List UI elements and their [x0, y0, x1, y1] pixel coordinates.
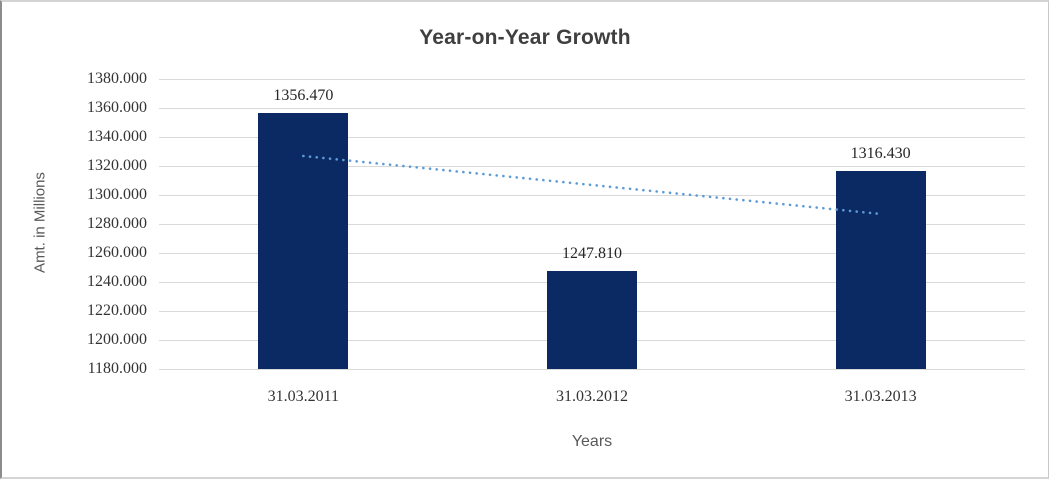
y-tick-label: 1260.000 [87, 244, 147, 261]
gridline [159, 369, 1025, 370]
gridline [159, 224, 1025, 225]
bar-data-label: 1356.470 [273, 87, 334, 105]
bar [835, 171, 926, 369]
y-tick-label: 1340.000 [87, 128, 147, 145]
bar [258, 113, 349, 369]
y-tick-label: 1320.000 [87, 157, 147, 174]
bar [547, 270, 637, 369]
gridline [159, 137, 1025, 138]
y-tick-label: 1380.000 [87, 70, 147, 87]
x-category-label: 31.03.2012 [556, 388, 628, 405]
gridline [159, 79, 1025, 80]
y-tick-label: 1280.000 [87, 215, 147, 232]
gridline [159, 108, 1025, 109]
x-category-label: 31.03.2013 [844, 388, 917, 405]
gridline [159, 253, 1025, 254]
y-tick-label: 1180.000 [87, 360, 147, 377]
chart-title: Year-on-Year Growth [419, 26, 631, 49]
x-category-label: 31.03.2011 [267, 388, 340, 405]
bar-data-label: 1247.810 [562, 244, 622, 262]
trendline-dotted [302, 154, 882, 216]
x-axis-title: Years [571, 433, 613, 450]
bar-data-label: 1316.430 [850, 145, 911, 163]
y-tick-label: 1220.000 [87, 302, 147, 319]
y-tick-label: 1240.000 [87, 273, 147, 290]
y-axis-title: Amt. in Millions [31, 172, 49, 273]
y-tick-label: 1200.000 [87, 331, 147, 348]
y-tick-label: 1360.000 [87, 99, 147, 116]
y-tick-label: 1300.000 [87, 186, 147, 203]
